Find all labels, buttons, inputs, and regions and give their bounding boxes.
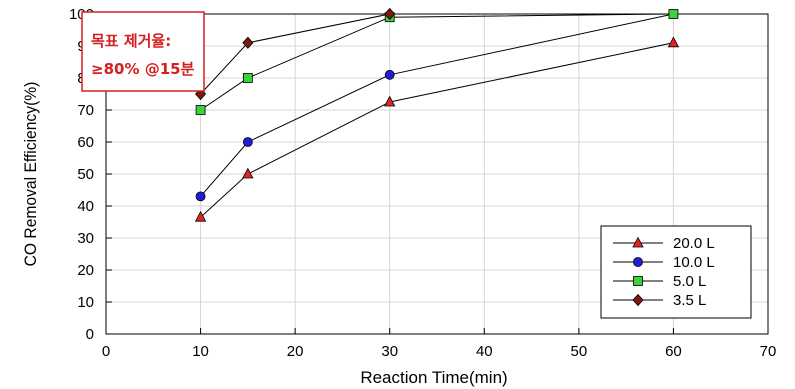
y-axis-title: CO Removal Efficiency(%) bbox=[21, 82, 40, 267]
x-axis-title: Reaction Time(min) bbox=[360, 368, 507, 387]
data-point bbox=[667, 36, 680, 48]
legend-entry: 10.0 L bbox=[613, 254, 715, 271]
x-tick-label: 10 bbox=[192, 343, 209, 360]
data-point bbox=[384, 69, 395, 80]
y-tick-label: 40 bbox=[77, 198, 94, 215]
x-tick-label: 40 bbox=[476, 343, 493, 360]
y-tick-label: 0 bbox=[86, 326, 94, 343]
legend-label: 10.0 L bbox=[673, 254, 715, 271]
series-group bbox=[194, 7, 680, 222]
series-20-0-l bbox=[194, 36, 680, 222]
data-point bbox=[242, 167, 254, 179]
data-point bbox=[195, 191, 206, 202]
annotation-line-2: ≥80% @15분 bbox=[91, 60, 195, 78]
legend-entry: 5.0 L bbox=[613, 273, 706, 290]
x-tick-label: 50 bbox=[571, 343, 588, 360]
y-tick-label: 10 bbox=[77, 294, 94, 311]
series-5-0-l bbox=[195, 9, 679, 115]
legend-label: 3.5 L bbox=[673, 292, 706, 309]
legend-entry: 3.5 L bbox=[613, 292, 706, 309]
y-tick-label: 70 bbox=[77, 102, 94, 119]
x-tick-label: 0 bbox=[102, 343, 110, 360]
series-line bbox=[200, 42, 674, 218]
legend-marker bbox=[633, 257, 643, 267]
data-point bbox=[384, 7, 396, 21]
data-point bbox=[194, 210, 207, 222]
series-line bbox=[200, 13, 674, 111]
annotation-box bbox=[81, 11, 205, 92]
series-line bbox=[200, 13, 627, 95]
legend-box bbox=[600, 225, 752, 319]
target-annotation: 목표 제거율: ≥80% @15분 bbox=[81, 11, 205, 92]
x-tick-label: 20 bbox=[287, 343, 304, 360]
data-point bbox=[668, 9, 679, 19]
x-tick-label: 70 bbox=[760, 343, 777, 360]
y-tick-label: 60 bbox=[77, 134, 94, 151]
data-point bbox=[384, 95, 396, 107]
data-point bbox=[195, 105, 206, 115]
legend-marker bbox=[632, 236, 644, 248]
data-point bbox=[242, 36, 254, 49]
x-tick-label: 30 bbox=[381, 343, 398, 360]
y-tick-label: 50 bbox=[77, 166, 94, 183]
y-tick-label: 20 bbox=[77, 262, 94, 279]
grid bbox=[106, 14, 768, 334]
legend-marker bbox=[632, 293, 644, 307]
legend-label: 5.0 L bbox=[673, 273, 706, 290]
legend-entry: 20.0 L bbox=[613, 235, 715, 252]
x-tick-label: 60 bbox=[665, 343, 682, 360]
legend-marker bbox=[633, 276, 643, 286]
series-3-5-l bbox=[195, 7, 627, 101]
data-point bbox=[242, 73, 253, 83]
y-tick-label: 30 bbox=[77, 230, 94, 247]
legend: 20.0 L 10.0 L 5.0 L 3.5 L bbox=[600, 225, 752, 319]
annotation-line-1: 목표 제거율: bbox=[91, 32, 171, 50]
legend-label: 20.0 L bbox=[673, 235, 715, 252]
data-point bbox=[242, 137, 253, 147]
series-line bbox=[200, 13, 674, 197]
